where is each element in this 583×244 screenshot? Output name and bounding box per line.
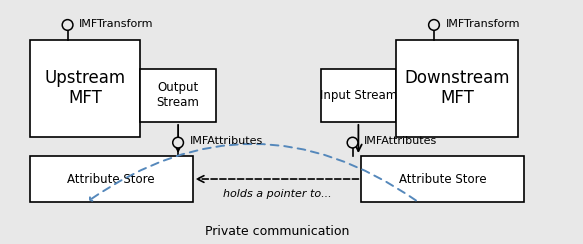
Text: IMFAttributes: IMFAttributes: [189, 136, 263, 146]
Text: Downstream
MFT: Downstream MFT: [405, 69, 510, 107]
Text: Input Stream: Input Stream: [319, 89, 397, 102]
Ellipse shape: [62, 20, 73, 30]
FancyBboxPatch shape: [321, 69, 396, 122]
Text: IMFTransform: IMFTransform: [79, 19, 154, 29]
Text: Output
Stream: Output Stream: [157, 81, 199, 109]
FancyBboxPatch shape: [361, 156, 524, 202]
Ellipse shape: [173, 137, 184, 148]
FancyBboxPatch shape: [396, 40, 518, 137]
Text: Upstream
MFT: Upstream MFT: [44, 69, 125, 107]
FancyArrowPatch shape: [90, 144, 416, 201]
Text: Attribute Store: Attribute Store: [68, 173, 155, 185]
Ellipse shape: [347, 137, 358, 148]
Text: IMFTransform: IMFTransform: [445, 19, 520, 29]
FancyBboxPatch shape: [30, 156, 192, 202]
Text: IMFAttributes: IMFAttributes: [364, 136, 437, 146]
FancyBboxPatch shape: [30, 40, 141, 137]
Text: Private communication: Private communication: [205, 225, 349, 238]
Text: Attribute Store: Attribute Store: [399, 173, 487, 185]
FancyBboxPatch shape: [141, 69, 216, 122]
Ellipse shape: [429, 20, 440, 30]
Text: holds a pointer to...: holds a pointer to...: [223, 189, 331, 199]
